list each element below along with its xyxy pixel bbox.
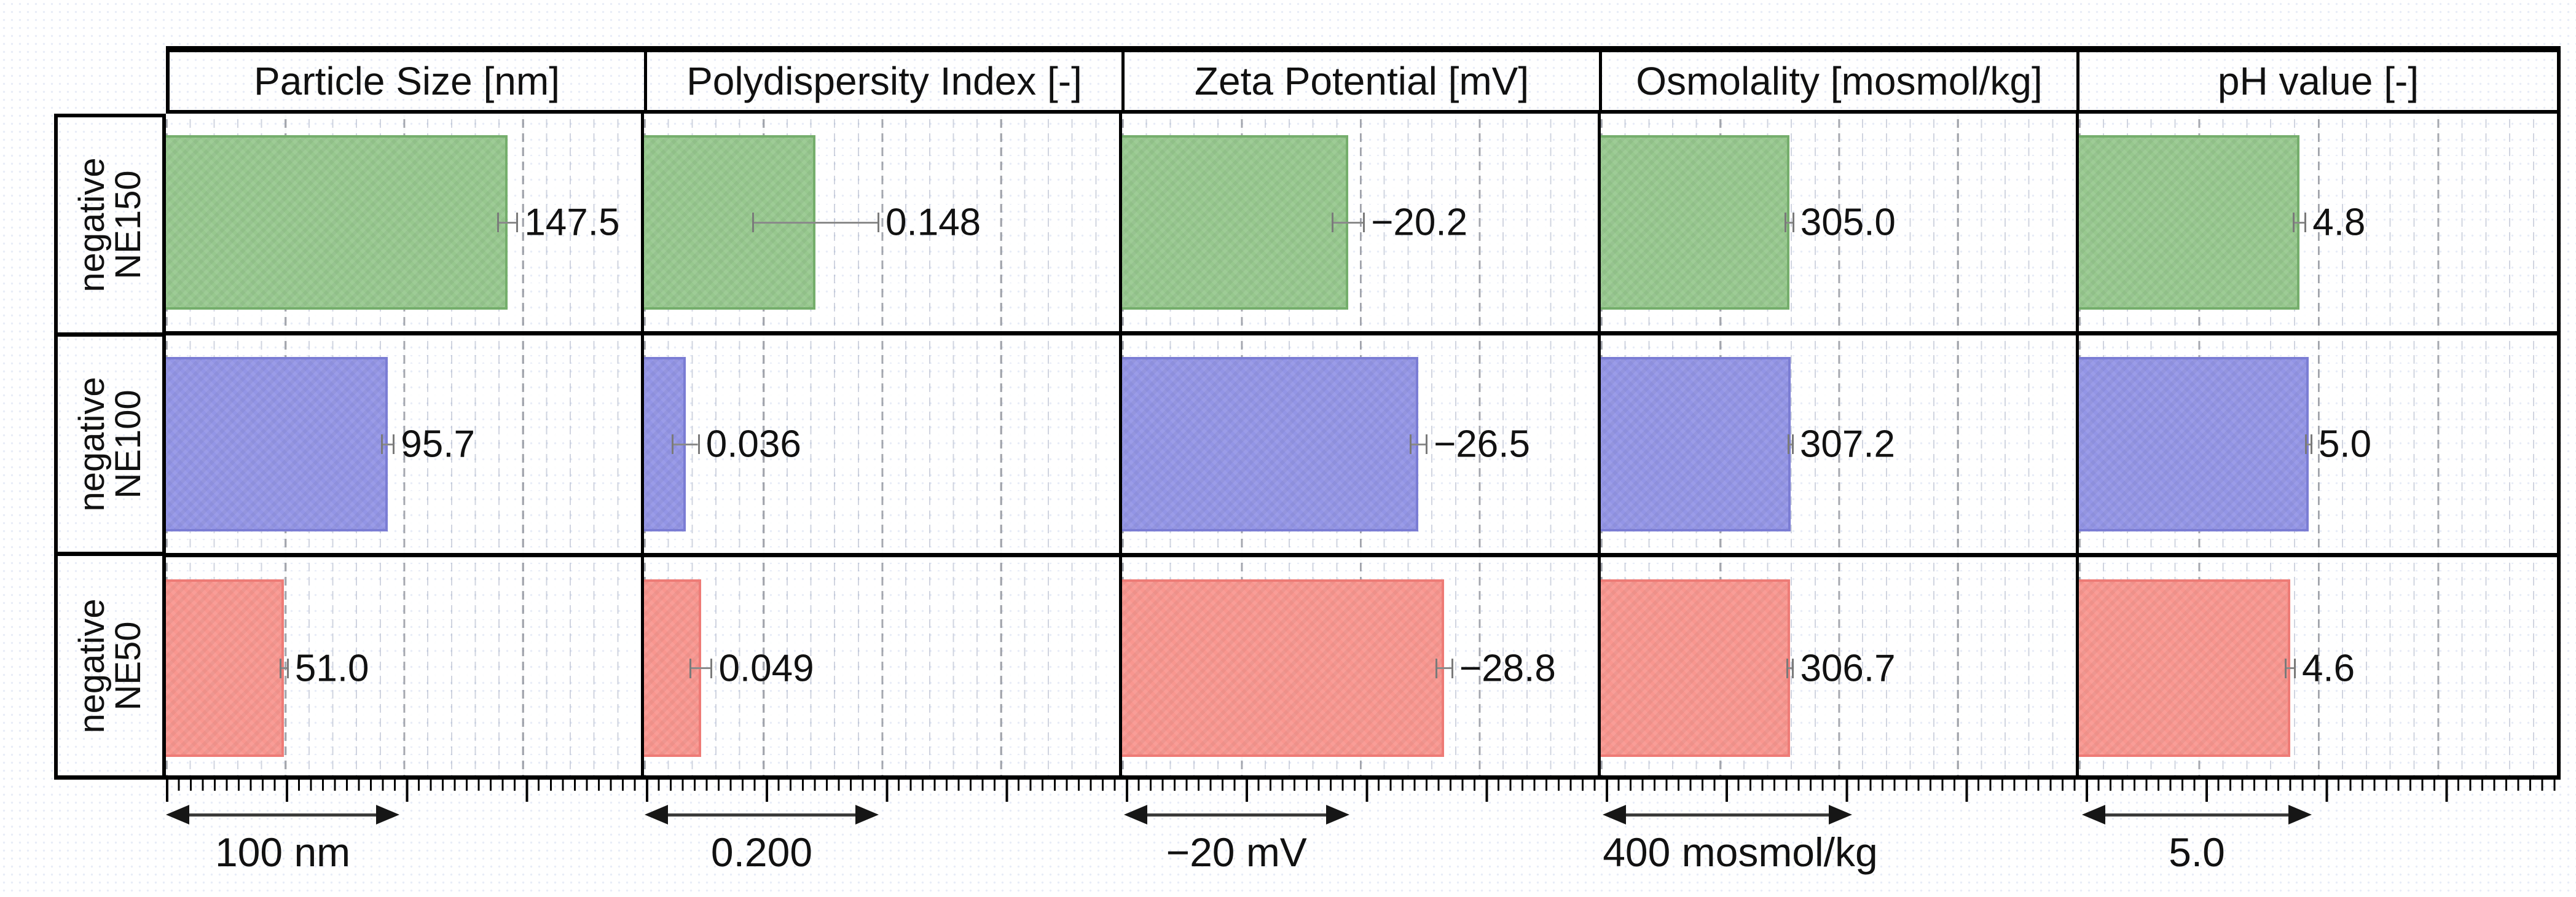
plot-row: 51.0 0.049 −28.8 306.7 4.6 bbox=[166, 557, 2557, 779]
plot-cell: 147.5 bbox=[166, 114, 645, 331]
scale-arrow-icon bbox=[1123, 804, 1349, 825]
error-bar bbox=[2292, 213, 2307, 232]
data-bar bbox=[166, 357, 388, 531]
row-label: negative NE100 bbox=[71, 377, 148, 512]
plot-cell: −26.5 bbox=[1122, 335, 1601, 553]
column-header: Polydispersity Index [-] bbox=[647, 52, 1125, 110]
value-label: 95.7 bbox=[401, 423, 475, 466]
data-bar bbox=[1122, 357, 1419, 531]
plot-cell: 0.049 bbox=[644, 557, 1123, 779]
column-header: Osmolality [mosmol/kg] bbox=[1602, 52, 2079, 110]
plot-cell: −20.2 bbox=[1122, 114, 1601, 331]
value-label: 307.2 bbox=[1799, 423, 1896, 466]
error-bar bbox=[752, 213, 879, 232]
data-bar bbox=[1600, 357, 1791, 531]
error-bar bbox=[1787, 434, 1794, 454]
plot-row: 95.7 0.036 −26.5 307.2 5.0 bbox=[166, 335, 2557, 557]
scale-label: 100 nm bbox=[215, 829, 351, 875]
scale-arrow-icon bbox=[645, 804, 879, 825]
scale-label: 400 mosmol/kg bbox=[1603, 829, 1878, 875]
plot-cell: −28.8 bbox=[1122, 557, 1601, 779]
plot-cell: 307.2 bbox=[1600, 335, 2079, 553]
row-label: negative NE150 bbox=[71, 157, 148, 292]
column-header: Zeta Potential [mV] bbox=[1125, 52, 1602, 110]
error-bar bbox=[2304, 434, 2312, 454]
plot-cell: 0.148 bbox=[644, 114, 1123, 331]
plot-cell: 51.0 bbox=[166, 557, 645, 779]
scale-cell: 0.200 bbox=[645, 801, 1123, 897]
data-bar bbox=[1600, 135, 1789, 310]
error-bar bbox=[1331, 213, 1365, 232]
value-label: 305.0 bbox=[1800, 201, 1896, 244]
data-bar bbox=[166, 579, 285, 757]
error-bar bbox=[380, 434, 395, 454]
scale-cell: 100 nm bbox=[166, 801, 645, 897]
row-label-column: negative NE150 negative NE100 negative NE5… bbox=[54, 114, 166, 779]
error-bar bbox=[672, 434, 700, 454]
scale-cell: −20 mV bbox=[1123, 801, 1603, 897]
data-bar bbox=[1122, 579, 1445, 757]
error-bar bbox=[497, 213, 519, 232]
row-label-cell: negative NE100 bbox=[58, 337, 162, 556]
column-header-row: Particle Size [nm] Polydispersity Index [… bbox=[166, 46, 2561, 114]
row-label-cell: negative NE50 bbox=[58, 556, 162, 775]
value-label: −28.8 bbox=[1459, 647, 1556, 689]
value-label: 4.6 bbox=[2301, 647, 2355, 689]
plot-cell: 4.8 bbox=[2078, 114, 2557, 331]
data-bar bbox=[2078, 579, 2290, 757]
value-label: 306.7 bbox=[1800, 647, 1896, 689]
plot-row: 147.5 0.148 −20.2 305.0 4.8 bbox=[166, 114, 2557, 335]
value-label: −26.5 bbox=[1434, 423, 1530, 466]
value-label: 0.049 bbox=[718, 647, 814, 689]
value-label: −20.2 bbox=[1371, 201, 1468, 244]
column-header: Particle Size [nm] bbox=[170, 52, 647, 110]
scale-label: 5.0 bbox=[2169, 829, 2225, 875]
column-header: pH value [-] bbox=[2217, 59, 2419, 103]
bottom-axis-line bbox=[54, 775, 2561, 780]
bottom-axis-ticks bbox=[166, 780, 2561, 802]
value-label: 51.0 bbox=[294, 647, 369, 689]
plot-grid: 147.5 0.148 −20.2 305.0 4.8 95.7 0.036 −26.5 307… bbox=[166, 114, 2561, 779]
scale-label: 0.200 bbox=[710, 829, 813, 875]
plot-cell: 305.0 bbox=[1600, 114, 2079, 331]
value-label: 0.148 bbox=[886, 201, 981, 244]
scale-arrow-icon bbox=[166, 804, 400, 825]
data-bar bbox=[2078, 357, 2309, 531]
value-label: 5.0 bbox=[2318, 423, 2372, 466]
plot-cell: 4.6 bbox=[2078, 557, 2557, 779]
data-bar bbox=[1600, 579, 1791, 757]
scale-cell: 400 mosmol/kg bbox=[1603, 801, 2081, 897]
error-bar bbox=[1435, 658, 1453, 678]
data-bar bbox=[1122, 135, 1348, 310]
value-label: 4.8 bbox=[2312, 201, 2366, 244]
plot-cell: 5.0 bbox=[2078, 335, 2557, 553]
error-bar bbox=[1409, 434, 1427, 454]
error-bar bbox=[1786, 658, 1794, 678]
plot-cell: 306.7 bbox=[1600, 557, 2079, 779]
data-bar bbox=[166, 135, 508, 310]
error-bar bbox=[279, 658, 289, 678]
scale-cell: 5.0 bbox=[2081, 801, 2561, 897]
row-label: negative NE50 bbox=[71, 598, 148, 734]
plot-cell: 0.036 bbox=[644, 335, 1123, 553]
value-label: 147.5 bbox=[524, 201, 620, 244]
error-bar bbox=[2285, 658, 2296, 678]
scale-arrow-icon bbox=[1603, 804, 1853, 825]
error-bar bbox=[689, 658, 713, 678]
row-label-cell: negative NE150 bbox=[58, 117, 162, 337]
error-bar bbox=[1784, 213, 1794, 232]
plot-cell: 95.7 bbox=[166, 335, 645, 553]
value-label: 0.036 bbox=[705, 423, 801, 466]
data-bar bbox=[2078, 135, 2299, 310]
scale-arrow-icon bbox=[2081, 804, 2312, 825]
scale-bar-row: 100 nm 0.200 −20 mV 400 mosmol/kg 5.0 bbox=[166, 801, 2561, 897]
scale-label: −20 mV bbox=[1166, 829, 1307, 875]
